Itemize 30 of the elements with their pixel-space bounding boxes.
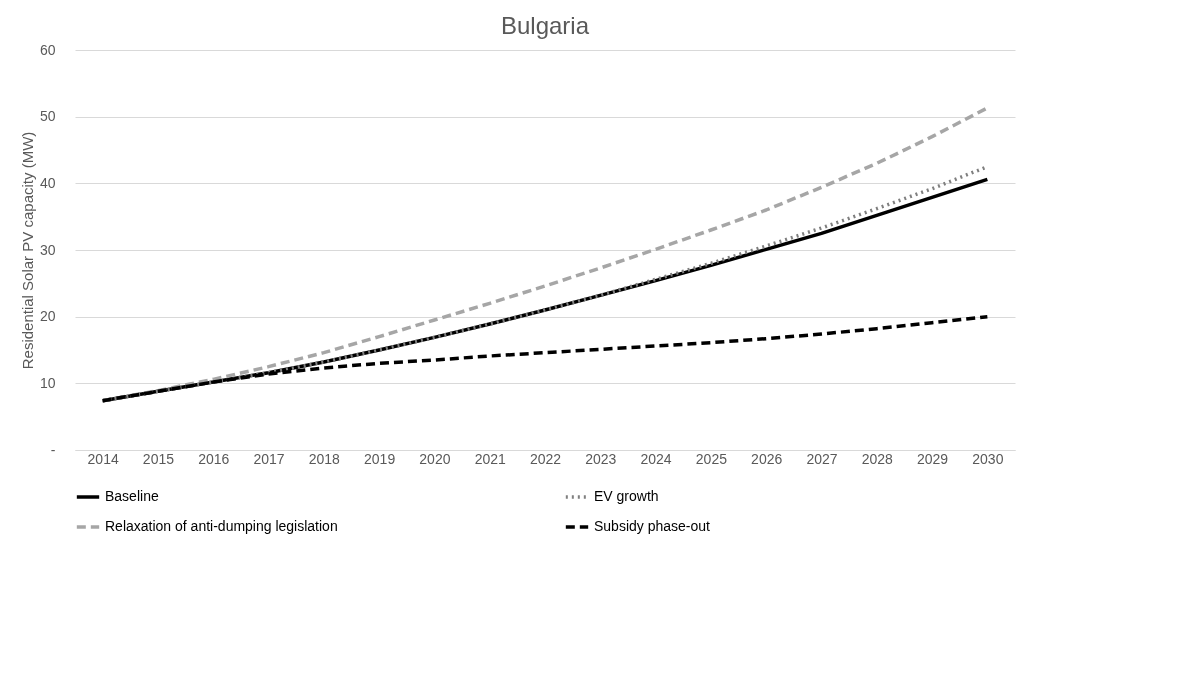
x-tick-label: 2019	[364, 450, 396, 467]
legend-label: EV growth	[594, 488, 659, 504]
x-tick-label: 2029	[916, 450, 949, 467]
x-tick-label: 2014	[87, 450, 119, 467]
legend-label: Subsidy phase-out	[594, 518, 711, 534]
y-axis-title: Residential Solar PV capacity (MW)	[18, 131, 36, 370]
x-tick-label: 2018	[308, 450, 341, 467]
y-tick-label: -	[50, 441, 56, 458]
x-tick-label: 2021	[474, 450, 506, 467]
x-tick-label: 2026	[751, 450, 783, 467]
legend-label: Relaxation of anti-dumping legislation	[105, 518, 338, 534]
y-tick-label: 10	[39, 374, 56, 391]
x-tick-label: 2015	[142, 450, 175, 467]
y-tick-label: 30	[39, 241, 56, 258]
y-tick-label: 50	[39, 108, 56, 125]
x-tick-label: 2017	[253, 450, 285, 467]
x-tick-label: 2020	[419, 450, 451, 467]
x-tick-label: 2028	[861, 450, 894, 467]
x-tick-label: 2022	[529, 450, 562, 467]
x-tick-label: 2030	[972, 450, 1004, 467]
x-tick-label: 2016	[198, 450, 230, 467]
y-tick-label: 60	[39, 41, 56, 58]
x-tick-label: 2024	[640, 450, 672, 467]
y-tick-label: 40	[39, 174, 56, 191]
x-tick-label: 2023	[585, 450, 617, 467]
chart-title: Bulgaria	[500, 12, 590, 39]
legend-label: Baseline	[105, 488, 159, 504]
x-tick-label: 2025	[695, 450, 728, 467]
x-tick-label: 2027	[806, 450, 838, 467]
y-tick-label: 20	[39, 308, 56, 325]
